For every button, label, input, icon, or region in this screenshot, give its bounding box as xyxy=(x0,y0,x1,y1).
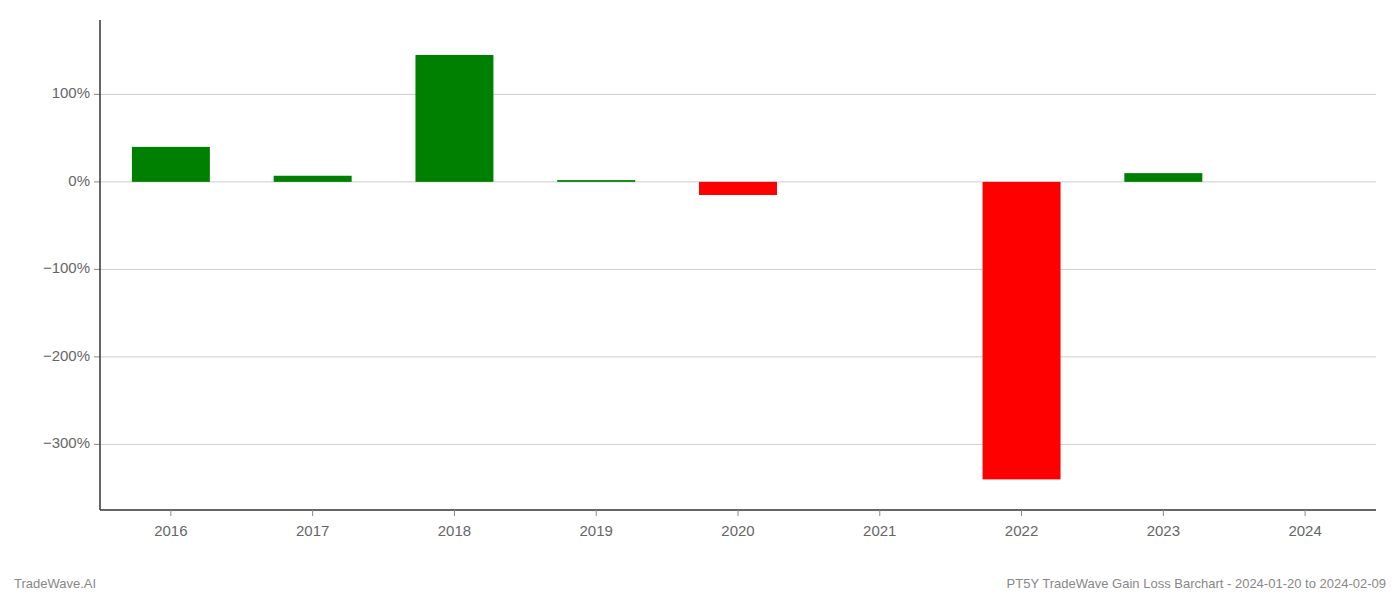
y-tick-label: −300% xyxy=(43,434,90,451)
grid-line xyxy=(100,356,1376,357)
footer-text: PT5Y TradeWave Gain Loss Barchart - 2024… xyxy=(1007,576,1386,591)
bar xyxy=(1124,173,1202,182)
y-tick xyxy=(94,444,100,445)
y-tick-label: 100% xyxy=(52,84,90,101)
x-tick-label: 2018 xyxy=(438,522,471,539)
bars xyxy=(132,55,1202,479)
bar xyxy=(1266,181,1344,182)
x-tick-label: 2020 xyxy=(721,522,754,539)
grid-line xyxy=(100,269,1376,270)
x-axis: 2016 2017 2018 2019 2020 2021 2022 2023 2024 xyxy=(154,510,1322,539)
bar xyxy=(274,176,352,182)
x-tick-label: 2016 xyxy=(154,522,187,539)
y-tick-label: −200% xyxy=(43,347,90,364)
chart: 100% 0% −100% −200% −300% 2016 2017 2018 2019 202… xyxy=(0,0,1400,600)
chart-container: 100% 0% −100% −200% −300% 2016 2017 2018 2019 202… xyxy=(0,0,1400,600)
y-tick-label: 0% xyxy=(68,172,90,189)
footer-text: TradeWave.AI xyxy=(14,576,96,591)
y-tick xyxy=(94,356,100,357)
bar xyxy=(415,55,493,182)
bar xyxy=(132,147,210,182)
y-tick xyxy=(94,181,100,182)
x-tick-label: 2017 xyxy=(296,522,329,539)
y-tick xyxy=(94,269,100,270)
x-tick xyxy=(1305,510,1306,516)
bar xyxy=(841,181,919,182)
y-axis-line xyxy=(99,20,101,510)
x-tick-label: 2022 xyxy=(1005,522,1038,539)
grid-line xyxy=(100,444,1376,445)
y-grid xyxy=(100,94,1376,444)
bar xyxy=(983,182,1061,480)
x-tick xyxy=(738,510,739,516)
bar xyxy=(557,180,635,182)
x-tick xyxy=(879,510,880,516)
x-tick-label: 2024 xyxy=(1288,522,1321,539)
bar xyxy=(699,182,777,195)
x-tick xyxy=(1021,510,1022,516)
y-tick xyxy=(94,94,100,95)
x-tick-label: 2021 xyxy=(863,522,896,539)
x-tick-label: 2023 xyxy=(1147,522,1180,539)
x-tick xyxy=(312,510,313,516)
x-tick xyxy=(170,510,171,516)
y-tick-label: −100% xyxy=(43,259,90,276)
x-tick-label: 2019 xyxy=(580,522,613,539)
x-tick xyxy=(454,510,455,516)
x-tick xyxy=(1163,510,1164,516)
y-axis: 100% 0% −100% −200% −300% xyxy=(43,84,100,451)
x-tick xyxy=(596,510,597,516)
grid-line xyxy=(100,94,1376,95)
